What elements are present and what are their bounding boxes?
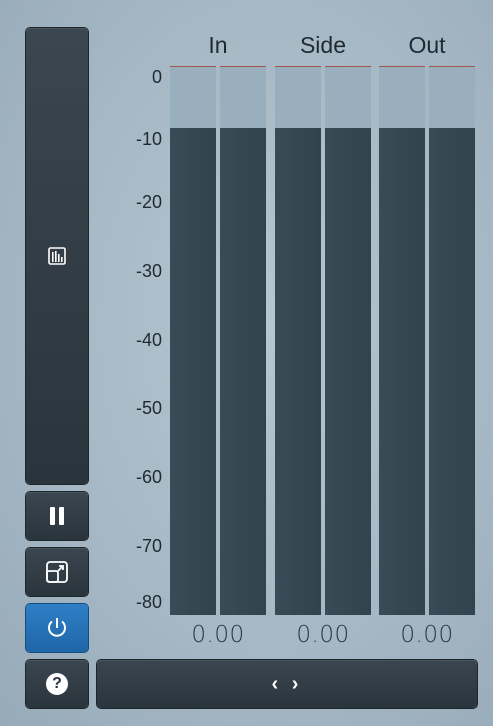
meter-in-right [220, 66, 266, 615]
scale-tick: -20 [135, 192, 162, 212]
value-out: 0.00 [400, 622, 454, 648]
meter-fill [170, 127, 216, 615]
meter-fill [429, 127, 475, 615]
scale-tick: -40 [135, 330, 162, 350]
help-button[interactable]: ? [26, 660, 88, 708]
heading-side: Side [299, 32, 347, 58]
scale-tick: -70 [135, 536, 162, 556]
scale-tick: -10 [135, 129, 162, 149]
expand-chevrons-icon: ‹ › [271, 672, 303, 695]
scale-tick: -50 [135, 398, 162, 418]
power-button[interactable] [26, 604, 88, 652]
meter-side-left [275, 66, 321, 615]
meter-fill [220, 127, 266, 615]
heading-out: Out [408, 32, 446, 58]
resize-icon [46, 561, 68, 583]
meter-in-left [170, 66, 216, 615]
meter-fill [379, 127, 425, 615]
bar-meter-icon [48, 247, 66, 265]
value-in: 0.00 [191, 622, 245, 648]
help-icon: ? [46, 673, 68, 695]
scale-tick: 0 [151, 67, 162, 87]
analyzer-button[interactable] [26, 28, 88, 484]
power-icon [48, 618, 66, 637]
meter-fill [275, 127, 321, 615]
scale-tick: -60 [135, 467, 162, 487]
scale-tick: -80 [135, 592, 162, 612]
meter-side-right [325, 66, 371, 615]
resize-button[interactable] [26, 548, 88, 596]
pause-button[interactable] [26, 492, 88, 540]
value-side: 0.00 [296, 622, 350, 648]
pause-icon [50, 507, 64, 525]
meter-out-right [429, 66, 475, 615]
scale-tick: -30 [135, 261, 162, 281]
meter-fill [325, 127, 371, 615]
expand-button[interactable]: ‹ › [97, 660, 477, 708]
heading-in: In [208, 32, 228, 58]
meter-out-left [379, 66, 425, 615]
